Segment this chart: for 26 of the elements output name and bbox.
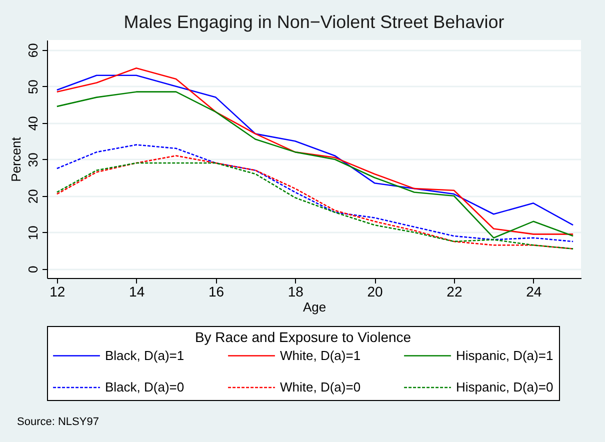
x-tick-label: 24	[526, 284, 542, 300]
x-tick-label: 16	[208, 284, 224, 300]
legend-title: By Race and Exposure to Violence	[194, 329, 412, 345]
chart-title: Males Engaging in Non−Violent Street Behavior	[124, 12, 504, 32]
x-tick-label: 20	[367, 284, 384, 300]
source-note: Source: NLSY97	[17, 416, 99, 428]
x-tick-label: 18	[288, 284, 304, 300]
legend-label: Hispanic, D(a)=0	[456, 380, 554, 394]
x-tick-label: 22	[446, 284, 462, 300]
x-tick-label: 14	[129, 284, 145, 300]
y-tick-label: 50	[26, 80, 40, 94]
legend-label: Black, D(a)=1	[105, 348, 184, 363]
legend-label: Black, D(a)=0	[105, 380, 184, 394]
legend-label: Hispanic, D(a)=1	[456, 348, 554, 363]
x-axis-title: Age	[302, 300, 326, 314]
y-tick-label: 20	[26, 189, 40, 204]
legend-label: White, D(a)=1	[280, 348, 361, 363]
y-tick-label: 60	[26, 43, 40, 58]
y-tick-label: 10	[26, 226, 40, 240]
y-tick-label: 0	[26, 266, 40, 273]
y-tick-label: 30	[26, 152, 40, 168]
line-series	[56, 144, 574, 242]
y-axis-title: Percent	[8, 136, 24, 182]
x-tick-label: 12	[50, 284, 66, 300]
y-tick-label: 40	[26, 116, 40, 131]
legend-label: White, D(a)=0	[280, 380, 361, 394]
